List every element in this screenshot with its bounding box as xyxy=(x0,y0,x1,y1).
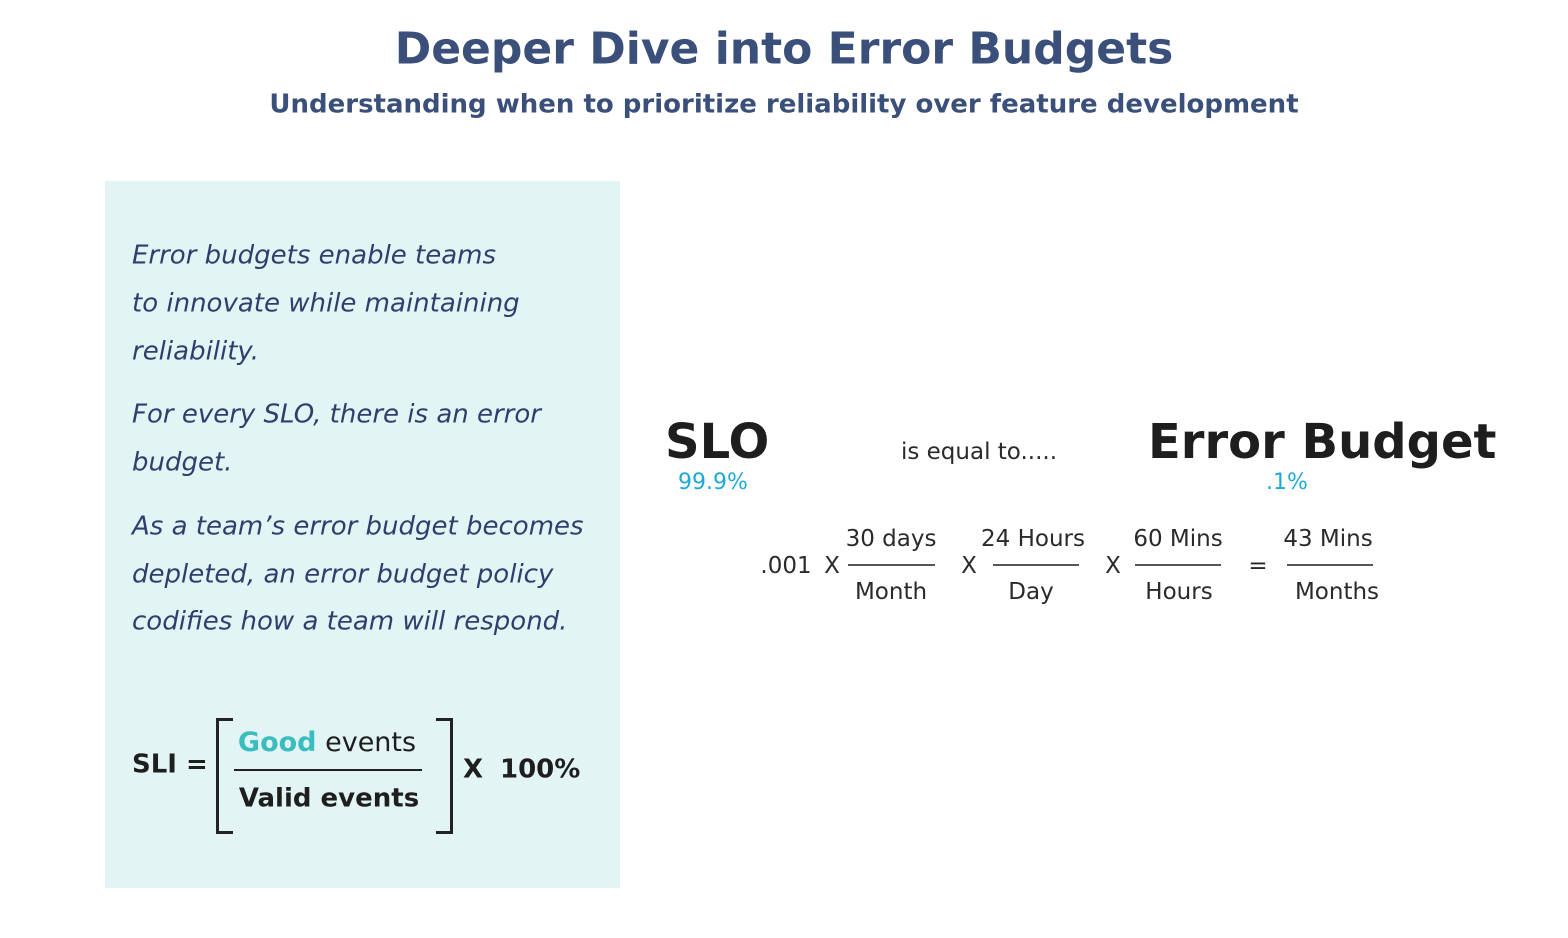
operator: X xyxy=(1105,553,1121,580)
paragraph-line: depleted, an error budget policy xyxy=(132,559,554,590)
error-budget-label: Error Budget xyxy=(1148,414,1497,471)
slo-value: 99.9% xyxy=(678,469,748,495)
subtitle: Understanding when to prioritize reliabi… xyxy=(269,89,1299,120)
good-text: Good xyxy=(237,726,317,758)
title: Deeper Dive into Error Budgets xyxy=(394,23,1174,75)
fraction-line xyxy=(848,564,935,566)
numerator: 60 Mins xyxy=(1133,526,1223,553)
sli-label: SLI = xyxy=(132,749,208,780)
equal-text: is equal to..... xyxy=(900,439,1058,466)
operator: X xyxy=(961,553,977,580)
equation-start: .001 xyxy=(760,553,812,580)
sli-factor: 100% xyxy=(500,754,581,785)
paragraph-line: reliability. xyxy=(132,336,260,367)
denominator: Day xyxy=(1008,579,1054,606)
paragraph-line: budget. xyxy=(132,447,233,478)
slo-label: SLO xyxy=(665,414,770,471)
paragraph-line: codifies how a team will respond. xyxy=(132,606,568,637)
fraction-line xyxy=(234,769,422,771)
sli-denominator: Valid events xyxy=(238,783,420,814)
fraction-line xyxy=(1135,564,1221,566)
right-bracket xyxy=(436,718,453,834)
operator: X xyxy=(824,553,840,580)
denominator: Month xyxy=(854,579,928,606)
paragraph-line: As a team’s error budget becomes xyxy=(132,511,584,542)
numerator: 30 days xyxy=(845,526,937,553)
left-bracket xyxy=(216,718,233,834)
fraction-line xyxy=(993,564,1079,566)
denominator: Months xyxy=(1294,579,1380,606)
paragraph-line: For every SLO, there is an error xyxy=(132,399,541,430)
numerator: 24 Hours xyxy=(981,526,1085,553)
fraction-line xyxy=(1287,564,1373,566)
error-budget-value: .1% xyxy=(1266,469,1308,495)
numerator: 43 Mins xyxy=(1283,526,1373,553)
operator: = xyxy=(1248,553,1268,580)
multiply-sign: X xyxy=(463,754,484,785)
denominator: Hours xyxy=(1145,579,1213,606)
sli-numerator: Good events xyxy=(238,727,416,759)
paragraph-line: to innovate while maintaining xyxy=(132,288,520,319)
paragraph-line: Error budgets enable teams xyxy=(132,240,497,271)
events-text: events xyxy=(325,726,417,758)
